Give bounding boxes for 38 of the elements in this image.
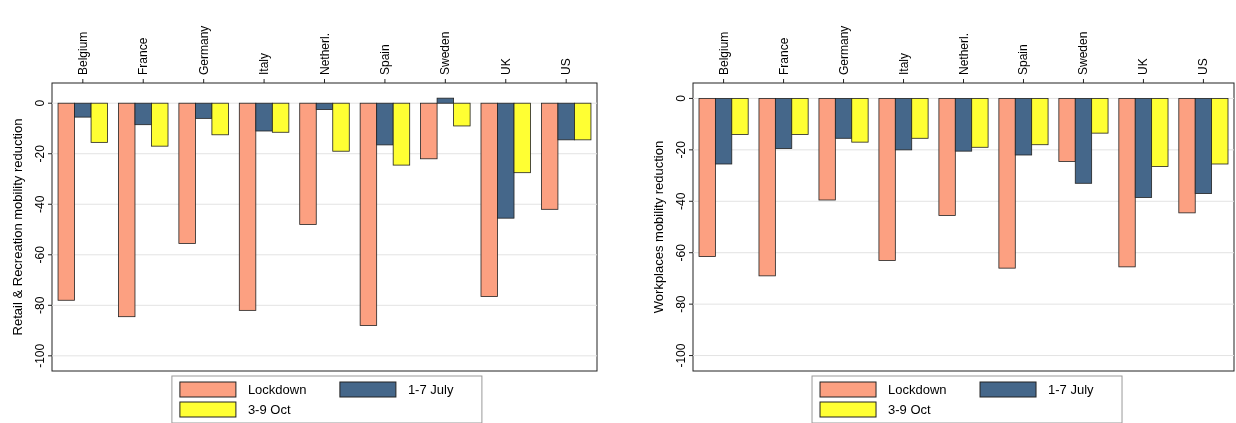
x-tick-label: Spain [377, 44, 392, 75]
x-tick-label: US [559, 58, 574, 75]
y-tick-label: -80 [674, 295, 688, 313]
x-tick-label: Germany [836, 25, 851, 75]
x-tick-label: Belgium [716, 31, 731, 75]
y-tick-label: -80 [33, 296, 47, 314]
x-tick-label: Sweden [438, 31, 453, 75]
y-tick-label: -100 [33, 343, 47, 368]
y-tick-label: -20 [674, 140, 688, 159]
y-axis-title: Retail & Recreation mobility reduction [10, 118, 25, 336]
x-tick-label: UK [498, 58, 513, 75]
y-tick-label: 0 [33, 99, 47, 107]
x-tick-label: US [1196, 58, 1211, 75]
x-tick-label: Italy [257, 52, 272, 75]
x-tick-label: France [776, 37, 791, 75]
x-tick-label: Sweden [1076, 31, 1091, 75]
legend-label: 3-9 Oct [247, 402, 291, 417]
x-tick-label: Italy [896, 52, 911, 75]
legend-label: 1-7 July [1048, 382, 1095, 397]
y-tick-label: -60 [674, 243, 688, 262]
legend-label: Lockdown [247, 382, 307, 397]
x-tick-label: Belgium [75, 31, 90, 75]
x-tick-label: Germany [196, 25, 211, 75]
x-tick-label: UK [1136, 58, 1151, 75]
legend-label: 1-7 July [407, 382, 454, 397]
legend-label: Lockdown [888, 382, 947, 397]
y-axis-title: Workplaces mobility reduction [651, 140, 666, 314]
x-tick-label: Spain [1016, 44, 1031, 75]
y-tick-label: -40 [33, 195, 47, 213]
legend-label: 3-9 Oct [888, 402, 932, 417]
x-tick-label: Netherl. [317, 32, 332, 75]
x-tick-label: France [136, 37, 151, 75]
x-tick-label: Netherl. [956, 32, 971, 75]
y-tick-label: 0 [674, 94, 688, 102]
y-tick-label: -60 [33, 245, 47, 264]
y-tick-label: -40 [674, 192, 688, 210]
y-tick-label: -100 [674, 343, 688, 368]
y-tick-label: -20 [33, 144, 47, 163]
